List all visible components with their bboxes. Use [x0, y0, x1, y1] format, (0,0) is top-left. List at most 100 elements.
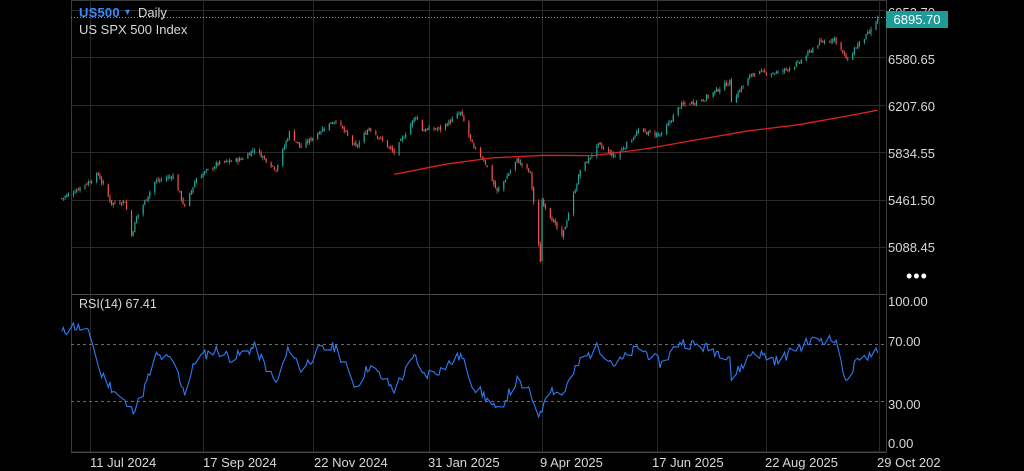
candle-body	[214, 166, 216, 169]
date-axis-tick: 22 Aug 2025	[765, 455, 839, 470]
candle-body	[770, 73, 772, 76]
price-axis-tick: 5834.55	[888, 146, 935, 161]
candle-body	[739, 90, 741, 92]
candle-body	[649, 130, 651, 132]
candle-body	[64, 196, 66, 198]
candle-body	[262, 156, 264, 158]
candle-body	[671, 120, 673, 122]
index-title: US SPX 500 Index	[79, 22, 188, 37]
candle-body	[637, 130, 639, 133]
candle-body	[89, 182, 91, 184]
candle-body	[381, 138, 384, 141]
candle-body	[823, 41, 826, 44]
chart-border	[71, 0, 887, 453]
candle-body	[87, 181, 89, 185]
candle-body	[353, 143, 355, 145]
candle-body	[496, 187, 498, 192]
candle-body	[333, 121, 335, 124]
candle-body	[235, 158, 237, 162]
candle-body	[607, 148, 610, 151]
candle-body	[800, 60, 802, 64]
candle-body	[230, 161, 232, 163]
candle-body	[215, 162, 217, 167]
candle-body	[451, 118, 453, 122]
candle-body	[579, 170, 581, 177]
candle-body	[401, 137, 404, 140]
candle-body	[822, 41, 824, 43]
candle-body	[812, 48, 814, 53]
candle-body	[459, 111, 462, 114]
candle-body	[125, 201, 128, 210]
price-axis-tick: 5088.45	[888, 240, 935, 255]
candle-body	[390, 146, 392, 149]
candle-body	[391, 147, 394, 151]
candle-body	[135, 217, 138, 224]
candle-body	[102, 181, 104, 184]
candle-body	[631, 140, 633, 143]
candle-body	[288, 131, 291, 139]
more-options-button[interactable]: •••	[906, 266, 928, 286]
candle-body	[614, 156, 616, 158]
candle-body	[857, 44, 859, 49]
candle-body	[551, 218, 553, 222]
candle-body	[130, 210, 133, 236]
candle-body	[275, 170, 277, 172]
candle-body	[867, 32, 869, 35]
candle-body	[554, 220, 556, 224]
candle-body	[777, 71, 779, 73]
chart-panel[interactable]	[71, 0, 957, 471]
candle-body	[250, 150, 252, 156]
candle-body	[263, 157, 266, 159]
date-axis-tick: 29 Oct 202	[877, 455, 941, 470]
candle-body	[538, 201, 540, 245]
candle-body	[421, 120, 423, 131]
candle-body	[619, 151, 621, 158]
candle-body	[539, 244, 541, 263]
candle-body	[705, 94, 708, 101]
candle-body	[842, 50, 844, 53]
candle-body	[506, 175, 508, 180]
candle-body	[265, 158, 267, 163]
candle-body	[759, 71, 761, 75]
candle-body	[541, 199, 543, 262]
candle-body	[646, 132, 648, 135]
candle-body	[690, 101, 693, 104]
candle-body	[283, 146, 286, 150]
candle-body	[238, 158, 241, 162]
candle-body	[672, 115, 674, 122]
candle-body	[469, 134, 472, 139]
candle-body	[76, 189, 78, 193]
candle-body	[366, 130, 369, 135]
candle-body	[295, 141, 297, 143]
rsi-indicator-label[interactable]: RSI(14) 67.41	[79, 297, 157, 311]
candle-body	[180, 191, 182, 200]
candle-body	[111, 200, 113, 205]
chevron-down-icon[interactable]: ▾	[125, 7, 131, 18]
symbol-selector[interactable]: US500	[79, 5, 120, 20]
candle-body	[621, 148, 623, 151]
candle-body	[729, 79, 731, 84]
candle-body	[479, 148, 482, 157]
candle-body	[74, 192, 76, 194]
candle-body	[750, 74, 752, 76]
candle-body	[754, 74, 756, 76]
candle-body	[468, 121, 470, 136]
candle-body	[184, 204, 186, 206]
interval-selector[interactable]: Daily	[138, 5, 167, 20]
candle-body	[612, 152, 615, 156]
candle-body	[440, 126, 442, 130]
candle-body	[715, 88, 718, 92]
candle-body	[845, 54, 847, 59]
candle-body	[775, 71, 777, 74]
candle-body	[170, 177, 173, 179]
candle-body	[189, 193, 191, 206]
candle-body	[358, 142, 360, 147]
candle-body	[260, 152, 262, 158]
candle-body	[692, 101, 694, 105]
candle-body	[62, 197, 65, 199]
candle-body	[142, 204, 144, 214]
candle-body	[242, 159, 244, 161]
candle-body	[863, 39, 865, 43]
candle-body	[101, 178, 103, 183]
